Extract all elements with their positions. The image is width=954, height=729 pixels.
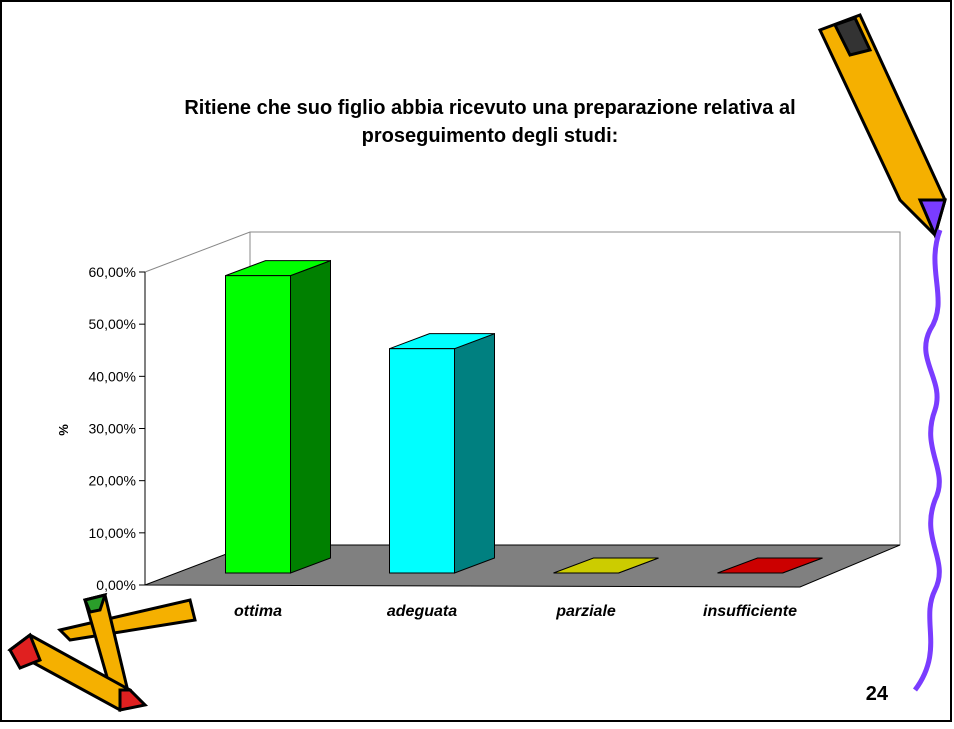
x-tick-label: insufficiente (703, 603, 797, 620)
page-number: 24 (866, 683, 889, 705)
y-tick-label: 20,00% (89, 473, 136, 489)
y-tick-label: 0,00% (96, 577, 136, 593)
x-tick-label: adeguata (387, 603, 457, 620)
bar-side (454, 332, 495, 574)
bar (717, 557, 823, 574)
x-tick-label: parziale (555, 603, 616, 620)
bar-front (389, 348, 455, 574)
y-tick-label: 50,00% (89, 316, 136, 332)
bar (225, 259, 331, 574)
pencil-decoration (7, 13, 947, 713)
bar-side (290, 259, 331, 574)
y-tick-label: 40,00% (89, 368, 136, 384)
bar (389, 332, 495, 574)
bar-front (225, 275, 291, 574)
y-tick-label: 30,00% (89, 421, 136, 437)
y-tick-label: 10,00% (89, 525, 136, 541)
x-tick-label: ottima (234, 603, 282, 620)
y-axis-label: % (56, 424, 71, 436)
plot-area: 0,00% 10,00% 20,00% 30,00% 40,00% 50,00% 60,00… (89, 231, 901, 593)
y-tick-label: 60,00% (89, 264, 136, 280)
bar-top (717, 557, 823, 574)
back-wall (144, 231, 901, 545)
bar-top (553, 557, 659, 574)
bar (553, 557, 659, 574)
chart-title: Ritiene che suo figlio abbia ricevuto un… (184, 97, 795, 147)
floor (144, 544, 901, 588)
squiggle-decoration (912, 229, 943, 692)
